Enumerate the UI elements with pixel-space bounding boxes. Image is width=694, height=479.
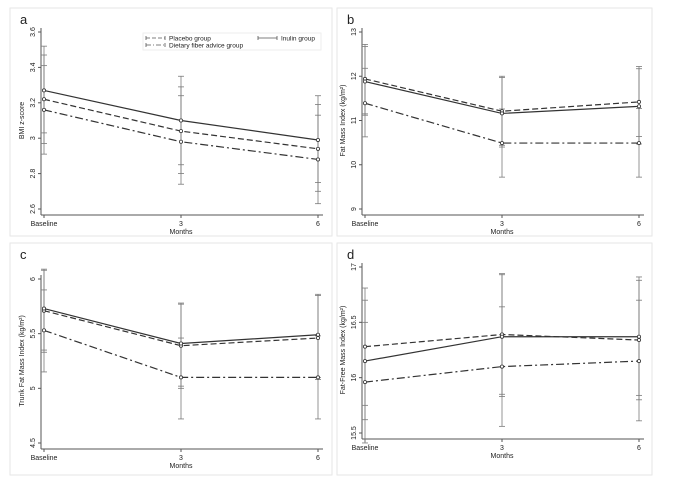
- data-point: [178, 139, 183, 144]
- y-tick-label: 16.5: [351, 315, 358, 329]
- y-tick-label: 15.5: [351, 426, 358, 440]
- x-tick-label: 6: [316, 455, 320, 462]
- x-tick-label: Baseline: [31, 455, 58, 462]
- y-axis-title: BMI z-score: [19, 102, 26, 139]
- data-point: [499, 334, 504, 339]
- panel-c: c 4.5 5 5.5 6 Baseline 3 6 Months Trunk Fat Mass …: [9, 242, 333, 476]
- panel-label: c: [20, 247, 27, 262]
- panel-frame: [336, 7, 653, 237]
- data-point: [315, 332, 320, 337]
- x-tick-label: Baseline: [31, 221, 58, 228]
- x-axis-title: Months: [491, 229, 514, 236]
- y-tick-label: 4.5: [30, 438, 37, 448]
- legend-label: Inulin group: [281, 36, 315, 43]
- data-point: [42, 306, 47, 311]
- panel-label: b: [347, 12, 354, 27]
- data-point: [637, 104, 642, 109]
- y-axis-title: Fat-Free Mass Index (kg/m²): [340, 306, 347, 395]
- panel-a: a 2.6 2.8 3 3.2 3.4 3.6 Baseline 3 6 Months BMI z-s…: [9, 7, 333, 237]
- x-tick-label: 3: [179, 455, 183, 462]
- y-tick-label: 9: [351, 207, 358, 211]
- data-point: [362, 359, 367, 364]
- legend-box: [142, 32, 322, 51]
- y-axis-title: Trunk Fat Mass Index (kg/m²): [19, 315, 26, 407]
- panel-d: d 15.5 16 16.5 17 Baseline 3 6 Months Fat-Free Ma…: [336, 242, 653, 476]
- y-tick-label: 13: [351, 28, 358, 36]
- x-axis-title: Months: [491, 453, 514, 460]
- data-point: [315, 146, 320, 151]
- data-point: [315, 137, 320, 142]
- y-tick-label: 2.6: [30, 204, 37, 214]
- data-point: [637, 141, 642, 146]
- y-tick-label: 17: [351, 263, 358, 271]
- x-tick-label: Baseline: [352, 221, 379, 228]
- data-point: [499, 111, 504, 116]
- data-point: [178, 341, 183, 346]
- data-point: [315, 336, 320, 341]
- y-tick-label: 6: [30, 277, 37, 281]
- series-line-dashed: [43, 310, 319, 347]
- data-point: [42, 97, 47, 102]
- panel-label: a: [20, 12, 28, 27]
- y-tick-label: 3.6: [30, 27, 37, 37]
- legend-label: Dietary fiber advice group: [169, 43, 243, 50]
- data-point: [315, 157, 320, 162]
- y-tick-label: 3.4: [30, 62, 37, 72]
- data-point: [499, 141, 504, 146]
- y-tick-label: 2.8: [30, 169, 37, 179]
- x-tick-label: 6: [316, 221, 320, 228]
- data-point: [42, 88, 47, 93]
- data-point: [315, 375, 320, 380]
- x-tick-label: 3: [500, 445, 504, 452]
- data-point: [178, 375, 183, 380]
- legend-label: Placebo group: [169, 36, 211, 43]
- y-tick-label: 3.2: [30, 98, 37, 108]
- legend: Placebo group Inulin group Dietary fiber a…: [142, 32, 322, 51]
- data-point: [362, 380, 367, 385]
- x-tick-label: Baseline: [352, 445, 379, 452]
- y-tick-label: 10: [351, 161, 358, 169]
- data-point: [362, 101, 367, 106]
- data-point: [499, 364, 504, 369]
- y-tick-label: 3: [30, 136, 37, 140]
- data-point: [637, 359, 642, 364]
- y-tick-label: 12: [351, 72, 358, 80]
- data-point: [637, 338, 642, 343]
- x-tick-label: 3: [500, 221, 504, 228]
- y-tick-label: 11: [351, 117, 358, 124]
- x-axis-title: Months: [170, 463, 193, 470]
- data-point: [362, 79, 367, 84]
- data-point: [178, 118, 183, 123]
- y-tick-label: 16: [351, 374, 358, 382]
- data-point: [362, 344, 367, 349]
- panel-frame: [9, 242, 333, 476]
- data-point: [637, 99, 642, 104]
- y-tick-label: 5: [30, 386, 37, 390]
- data-point: [42, 328, 47, 333]
- panel-b: b 9 10 11 12 13 Baseline 3 6 Months Fat Mass Index…: [336, 7, 653, 237]
- x-axis-title: Months: [170, 229, 193, 236]
- panel-label: d: [347, 247, 354, 262]
- panel-frame: [336, 242, 653, 476]
- y-tick-label: 5.5: [30, 329, 37, 339]
- x-tick-label: 6: [637, 221, 641, 228]
- x-tick-label: 6: [637, 445, 641, 452]
- data-point: [42, 107, 47, 112]
- data-point: [178, 129, 183, 134]
- data-point: [637, 334, 642, 339]
- series-line-dashdot: [364, 360, 640, 383]
- x-tick-label: 3: [179, 221, 183, 228]
- y-axis-title: Fat Mass Index (kg/m²): [340, 85, 347, 157]
